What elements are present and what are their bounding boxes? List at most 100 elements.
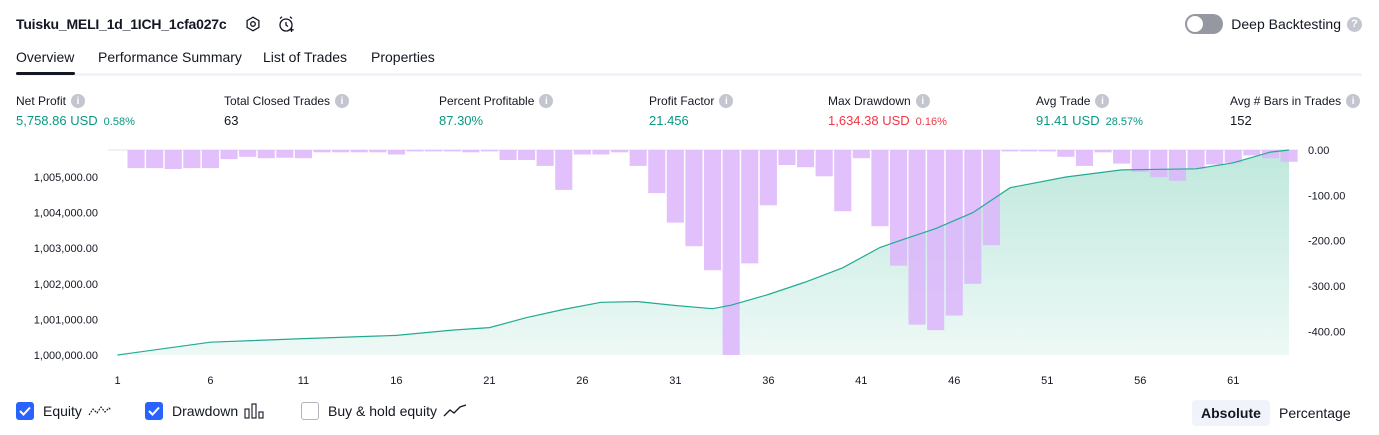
drawdown-bar	[1206, 150, 1224, 165]
buy-hold-line-icon	[443, 404, 467, 418]
info-icon[interactable]: i	[335, 94, 350, 108]
drawdown-bar	[871, 150, 889, 227]
equity-tick-label: 1,004,000.00	[34, 208, 98, 220]
help-icon[interactable]: ?	[1347, 16, 1362, 32]
info-icon[interactable]: i	[539, 94, 554, 108]
drawdown-bar	[1131, 150, 1149, 172]
drawdown-bar	[1243, 150, 1261, 156]
equity-tick-label: 1,002,000.00	[34, 279, 98, 291]
info-icon[interactable]: i	[915, 94, 930, 108]
info-icon[interactable]: i	[1095, 94, 1110, 108]
drawdown-bar	[425, 150, 443, 152]
report-tabs: Overview Performance Summary List of Tra…	[16, 47, 1362, 76]
drawdown-bar	[573, 150, 591, 155]
drawdown-tick-label: 0.00	[1308, 145, 1329, 157]
info-icon[interactable]: i	[1346, 94, 1361, 108]
tab-list-of-trades[interactable]: List of Trades	[263, 49, 348, 65]
drawdown-bar	[759, 150, 777, 206]
percentage-view-button[interactable]: Percentage	[1279, 405, 1351, 421]
drawdown-bar	[127, 150, 145, 169]
info-icon[interactable]: i	[719, 94, 734, 108]
x-tick-label: 31	[669, 375, 681, 387]
x-tick-label: 56	[1134, 375, 1146, 387]
info-icon[interactable]: i	[71, 94, 86, 108]
metric-percent: 0.16%	[915, 116, 947, 128]
trade-number-axis: 1 6 11 16 21 26 31 36 41 46 51 56 61	[114, 375, 1239, 387]
drawdown-bar	[387, 150, 405, 155]
metric-value: 87.30%	[439, 113, 484, 128]
metric-percent: 0.58%	[103, 116, 135, 128]
drawdown-bar	[797, 150, 815, 168]
toggle-knob	[1187, 16, 1204, 32]
equity-area	[117, 150, 1289, 355]
settings-gear-icon[interactable]	[242, 13, 264, 35]
x-tick-label: 61	[1227, 375, 1239, 387]
metric-label: Percent Profitable	[439, 94, 535, 108]
drawdown-bar	[815, 150, 833, 177]
drawdown-bar	[499, 150, 517, 160]
absolute-view-button[interactable]: Absolute	[1192, 400, 1270, 426]
drawdown-bar	[257, 150, 275, 159]
drawdown-bar	[555, 150, 573, 190]
drawdown-tick-label: -300.00	[1308, 281, 1345, 293]
buy-hold-toggle[interactable]: Buy & hold equity	[301, 402, 467, 420]
drawdown-bar	[406, 150, 424, 152]
report-header: Tuisku_MELI_1d_1ICH_1cfa027c Deep Backte…	[16, 12, 1362, 38]
x-tick-label: 41	[855, 375, 867, 387]
equity-line-icon	[88, 404, 112, 418]
drawdown-tick-label: -200.00	[1308, 236, 1345, 248]
equity-checkbox[interactable]	[16, 402, 34, 420]
drawdown-bar	[220, 150, 238, 160]
drawdown-bar	[927, 150, 945, 331]
drawdown-bar	[443, 150, 461, 152]
alarm-clock-add-icon[interactable]	[275, 13, 297, 35]
drawdown-bar	[332, 150, 350, 153]
equity-tick-label: 1,000,000.00	[34, 350, 98, 362]
drawdown-toggle[interactable]: Drawdown	[145, 402, 264, 420]
x-tick-label: 46	[948, 375, 960, 387]
x-tick-label: 16	[390, 375, 402, 387]
drawdown-bar	[1057, 150, 1075, 157]
metric-total-closed-trades: Total Closed Trades i 63	[224, 94, 350, 128]
metric-value: 1,634.38 USD	[828, 113, 910, 128]
drawdown-bar	[834, 150, 852, 212]
chart-legend: Equity Drawdown Buy & hold equity Absolu…	[16, 400, 1362, 426]
equity-toggle[interactable]: Equity	[16, 402, 112, 420]
equity-line-layer	[117, 149, 1290, 356]
drawdown-bar	[146, 150, 164, 169]
metric-percent: 28.57%	[1105, 116, 1143, 128]
equity-tick-label: 1,005,000.00	[34, 172, 98, 184]
tab-overview[interactable]: Overview	[16, 49, 75, 65]
drawdown-bar	[1094, 150, 1112, 153]
drawdown-bar	[1261, 150, 1279, 159]
equity-line	[117, 149, 1290, 356]
equity-drawdown-chart[interactable]: 1,000,000.00 1,001,000.00 1,002,000.00 1,00…	[0, 140, 1379, 392]
metric-label: Avg Trade	[1036, 94, 1091, 108]
drawdown-bar	[592, 150, 610, 155]
metric-profit-factor: Profit Factor i 21.456	[649, 94, 734, 128]
metric-value: 91.41 USD	[1036, 113, 1100, 128]
tab-performance-summary[interactable]: Performance Summary	[98, 49, 242, 65]
drawdown-bar	[1020, 150, 1038, 152]
metric-value: 21.456	[649, 113, 689, 128]
drawdown-bar	[1113, 150, 1131, 164]
drawdown-bar	[1224, 150, 1242, 163]
drawdown-bar	[1168, 150, 1186, 181]
drawdown-checkbox[interactable]	[145, 402, 163, 420]
equity-tick-label: 1,003,000.00	[34, 243, 98, 255]
metric-avg-bars: Avg # Bars in Trades i 152	[1230, 94, 1361, 128]
metric-net-profit: Net Profit i 5,758.86 USD 0.58%	[16, 94, 135, 128]
metric-value: 5,758.86 USD	[16, 113, 98, 128]
drawdown-bar	[1075, 150, 1093, 166]
drawdown-bar	[982, 150, 1000, 246]
drawdown-bar	[1150, 150, 1168, 178]
x-tick-label: 36	[762, 375, 774, 387]
drawdown-bar	[964, 150, 982, 284]
tab-properties[interactable]: Properties	[371, 49, 435, 65]
buy-hold-checkbox[interactable]	[301, 402, 319, 420]
drawdown-bar	[518, 150, 536, 160]
deep-backtesting-toggle[interactable]	[1185, 14, 1224, 34]
active-tab-indicator	[16, 72, 75, 75]
drawdown-bar	[369, 150, 387, 153]
drawdown-bar	[945, 150, 963, 316]
